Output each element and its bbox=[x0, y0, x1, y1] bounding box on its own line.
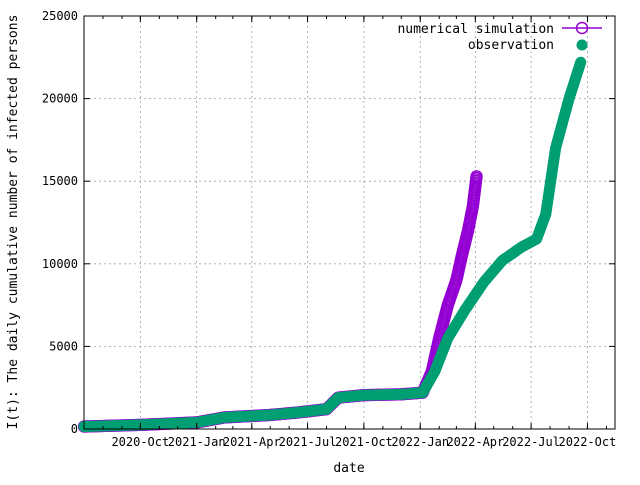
x-tick-label: 2020-Oct bbox=[111, 435, 169, 449]
legend-label-simulation: numerical simulation bbox=[397, 22, 554, 37]
legend: numerical simulation observation bbox=[397, 21, 602, 53]
y-tick-label: 5000 bbox=[49, 339, 78, 353]
x-tick-label: 2022-Apr bbox=[446, 435, 504, 449]
legend-marker-simulation bbox=[575, 21, 589, 35]
y-tick-label: 0 bbox=[71, 422, 78, 436]
x-tick-label: 2021-Oct bbox=[335, 435, 393, 449]
x-tick-label: 2021-Apr bbox=[223, 435, 281, 449]
x-axis-title: date bbox=[333, 461, 364, 476]
legend-label-observation: observation bbox=[468, 38, 554, 53]
plot-frame bbox=[83, 15, 616, 430]
y-tick-label: 10000 bbox=[42, 257, 78, 271]
series-point bbox=[470, 170, 483, 183]
x-tick-label: 2022-Jul bbox=[502, 435, 560, 449]
x-tick-label: 2022-Jan bbox=[391, 435, 449, 449]
series-point bbox=[575, 56, 587, 68]
y-tick-label: 25000 bbox=[42, 9, 78, 23]
x-tick-label: 2022-Oct bbox=[559, 435, 617, 449]
x-tick-label: 2021-Jan bbox=[168, 435, 226, 449]
grid bbox=[84, 16, 615, 429]
x-tick-label: 2021-Jul bbox=[279, 435, 337, 449]
series-1 bbox=[78, 56, 587, 433]
legend-marker-observation bbox=[576, 39, 588, 51]
ticks: 0 5000 10000 15000 20000 25000 2020-Oct2021-Ja… bbox=[42, 9, 616, 449]
series-layer bbox=[77, 56, 587, 433]
y-axis-title: I(t): The daily cumulative number of inf… bbox=[6, 15, 21, 430]
y-tick-label: 15000 bbox=[42, 174, 78, 188]
y-tick-label: 20000 bbox=[42, 92, 78, 106]
